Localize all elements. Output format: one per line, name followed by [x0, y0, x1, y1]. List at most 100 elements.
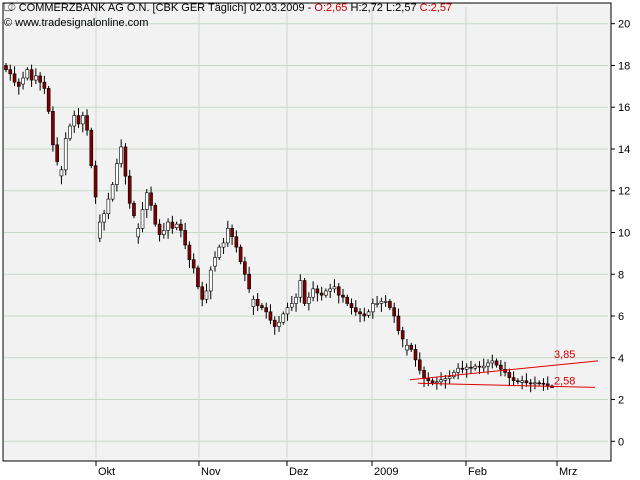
- candle-body: [123, 146, 128, 177]
- candle-body: [413, 349, 418, 361]
- candle-body: [251, 299, 256, 307]
- candle-body: [426, 378, 431, 382]
- grid-lines: [4, 7, 608, 458]
- candle-body: [499, 364, 503, 370]
- candle-body: [353, 307, 358, 313]
- close-value: C:2,57: [419, 2, 453, 14]
- candle-body: [383, 301, 388, 303]
- candle-body: [545, 383, 550, 387]
- candle-body: [149, 192, 153, 206]
- candle-body: [153, 205, 158, 225]
- candle-body: [110, 184, 115, 200]
- candle-body: [324, 290, 328, 296]
- candle-body: [119, 146, 123, 164]
- candle-body: [46, 88, 51, 112]
- candle-body: [106, 198, 111, 215]
- candle-body: [234, 236, 239, 248]
- candle-body: [200, 286, 205, 300]
- open-value: O:2,65: [314, 2, 348, 14]
- candle-body: [187, 244, 192, 260]
- y-axis: 0 2 4 6 8 10 12 14 16 18 20: [611, 19, 630, 448]
- candle-body: [302, 280, 307, 304]
- candle-body: [183, 230, 187, 246]
- candle-body: [255, 299, 260, 306]
- candle-body: [430, 380, 435, 384]
- trendline-label: 2,58: [554, 375, 575, 387]
- candle-body: [85, 115, 89, 131]
- candle-body: [34, 75, 38, 81]
- candle-body: [179, 223, 183, 231]
- y-tick-label: 0: [618, 436, 624, 448]
- y-tick-label: 6: [618, 311, 624, 323]
- candle-body: [59, 169, 64, 177]
- candle-body: [345, 296, 350, 304]
- high-value: H:2,72: [350, 2, 383, 14]
- candle-body: [289, 303, 294, 308]
- candle-body: [533, 382, 537, 385]
- candle-body: [230, 228, 234, 237]
- candle-body: [486, 362, 490, 367]
- candle-body: [358, 311, 362, 315]
- source-url: www.tradesignalonline.com: [15, 17, 149, 29]
- candle-body: [392, 307, 396, 317]
- candle-body: [191, 259, 196, 269]
- candle-body: [371, 303, 375, 313]
- candle-body: [375, 303, 379, 305]
- instrument-title: COMMERZBANK AG O.N. [CBK GER Täglich]: [18, 2, 247, 14]
- candle-body: [277, 321, 281, 327]
- candle-body: [328, 288, 332, 292]
- candle-body: [51, 111, 55, 146]
- candle-body: [307, 296, 311, 304]
- candle-body: [520, 380, 524, 383]
- candle-body: [162, 230, 166, 235]
- y-tick-label: 18: [618, 60, 630, 72]
- candle-body: [247, 273, 251, 290]
- candle-body: [541, 382, 546, 385]
- candle-body: [29, 69, 34, 81]
- candle-body: [213, 257, 217, 267]
- candle-body: [89, 129, 94, 166]
- candle-body: [388, 301, 392, 308]
- candle-body: [524, 380, 529, 384]
- candle-body: [16, 81, 21, 87]
- candle-body: [140, 209, 145, 229]
- candle-body: [136, 228, 141, 238]
- candle-body: [38, 75, 42, 83]
- candle-body: [174, 223, 179, 228]
- candlestick-icon: ⎄: [4, 2, 16, 14]
- candle-body: [511, 377, 516, 382]
- candle-body: [25, 69, 30, 79]
- candle-body: [452, 372, 456, 377]
- candle-body: [294, 296, 298, 304]
- candle-body: [208, 269, 213, 292]
- trendline-label: 3,85: [554, 349, 575, 361]
- candle-body: [366, 311, 371, 316]
- candle-body: [63, 138, 68, 171]
- low-value: L:2,57: [385, 2, 417, 14]
- y-tick-label: 10: [618, 228, 630, 240]
- y-tick-label: 12: [618, 186, 630, 198]
- candle-body: [477, 365, 482, 368]
- candle-body: [132, 202, 136, 217]
- candle-body: [166, 221, 170, 231]
- candle-body: [341, 294, 345, 298]
- candle-body: [315, 288, 320, 294]
- y-tick-label: 16: [618, 102, 630, 114]
- candle-body: [21, 77, 25, 85]
- candle-body: [405, 344, 409, 351]
- candle-body: [298, 280, 303, 298]
- candle-body: [435, 381, 439, 384]
- y-tick-label: 20: [618, 19, 630, 31]
- candle-body: [260, 305, 264, 308]
- candle-body: [127, 175, 132, 204]
- candle-body: [311, 288, 315, 298]
- trendline: [409, 360, 599, 381]
- trendline: [417, 382, 596, 388]
- candle-body: [217, 246, 222, 258]
- header-date: 02.03.2009: [249, 2, 305, 14]
- candle-body: [98, 221, 102, 239]
- candle-body: [4, 65, 8, 70]
- candle-body: [80, 115, 85, 125]
- candle-body: [8, 69, 13, 75]
